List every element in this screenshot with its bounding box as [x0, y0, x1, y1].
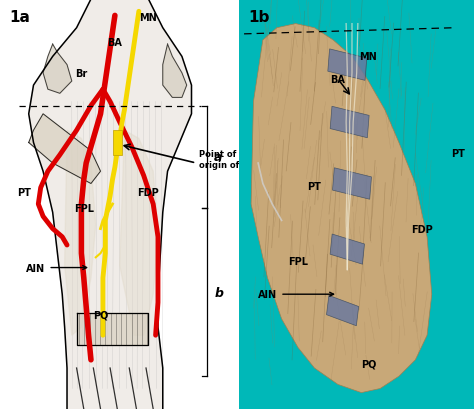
Text: a: a — [214, 151, 223, 164]
Bar — [330, 107, 369, 138]
Bar — [112, 131, 122, 155]
Polygon shape — [64, 131, 96, 335]
Text: 1b: 1b — [249, 10, 270, 25]
Text: PT: PT — [451, 148, 465, 158]
Text: MN: MN — [139, 13, 157, 23]
Text: FPL: FPL — [74, 204, 94, 213]
Text: AIN: AIN — [258, 290, 334, 299]
Polygon shape — [29, 0, 191, 409]
Text: FDP: FDP — [411, 224, 433, 234]
Text: Point of
origin of AIN: Point of origin of AIN — [199, 150, 258, 169]
Bar — [327, 296, 359, 326]
Text: PQ: PQ — [361, 359, 376, 369]
Text: FDP: FDP — [137, 187, 159, 197]
Text: BA: BA — [330, 75, 346, 85]
Bar — [332, 169, 372, 200]
Polygon shape — [77, 313, 148, 346]
Text: b: b — [214, 286, 223, 299]
Polygon shape — [29, 115, 100, 184]
Polygon shape — [251, 25, 432, 393]
Text: PT: PT — [308, 181, 321, 191]
Text: BA: BA — [108, 38, 122, 48]
Text: MN: MN — [360, 52, 377, 62]
Polygon shape — [163, 45, 187, 98]
Bar — [328, 50, 367, 81]
Text: Br: Br — [75, 69, 88, 79]
Text: FPL: FPL — [288, 257, 308, 267]
Text: AIN: AIN — [27, 263, 87, 273]
Text: PT: PT — [17, 187, 31, 197]
Polygon shape — [119, 131, 158, 335]
Text: PQ: PQ — [93, 310, 108, 320]
Polygon shape — [43, 45, 72, 94]
Bar — [330, 234, 365, 265]
Text: 1a: 1a — [9, 10, 30, 25]
